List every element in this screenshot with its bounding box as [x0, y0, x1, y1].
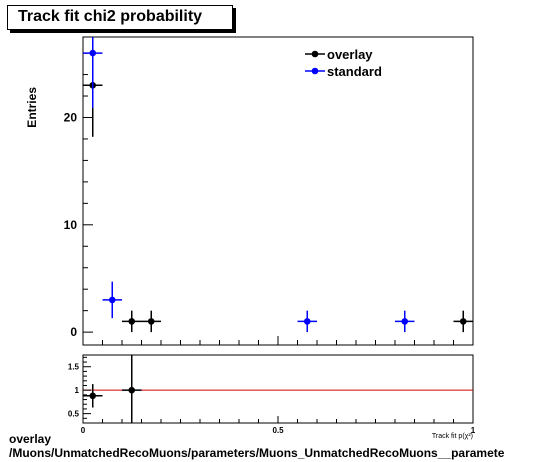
footer-label: overlay	[9, 432, 52, 446]
ratio-y-tick-label: 0.5	[68, 410, 80, 419]
legend-marker-standard	[311, 67, 319, 75]
ratio-point-marker	[128, 386, 136, 394]
chart-title: Track fit chi2 probability	[18, 8, 203, 25]
legend-label-standard: standard	[327, 64, 382, 79]
standard-point-marker	[108, 296, 116, 304]
y-axis-title: Entries	[25, 87, 39, 128]
x-tick-label: 0.5	[272, 426, 284, 435]
ratio-point-marker	[89, 392, 97, 400]
footer-path: /Muons/UnmatchedRecoMuons/parameters/Muo…	[9, 446, 505, 460]
legend-marker-overlay	[311, 50, 319, 58]
main-plot-frame	[82, 36, 474, 346]
ratio-plot-frame	[82, 354, 474, 424]
ratio-y-tick-label: 1	[75, 386, 80, 395]
ratio-y-tick-label: 1.5	[68, 363, 80, 372]
overlay-point-marker	[459, 318, 467, 325]
y-tick-label: 20	[64, 110, 78, 124]
overlay-point-marker	[128, 318, 136, 325]
standard-point-marker	[89, 49, 97, 57]
legend: overlay standard	[305, 47, 382, 79]
legend-label-overlay: overlay	[327, 47, 373, 62]
overlay-point-marker	[147, 318, 155, 325]
x-tick-label: 1	[471, 426, 476, 435]
x-tick-label: 0	[81, 426, 86, 435]
y-tick-label: 10	[64, 218, 78, 232]
chart-title-box: Track fit chi2 probability	[7, 5, 233, 30]
standard-point-marker	[401, 318, 409, 325]
main-plot: 0 10 20 Entries	[25, 37, 474, 345]
x-axis-title: Track fit p(χ²)	[432, 433, 473, 440]
y-tick-label: 0	[70, 325, 77, 339]
standard-point-marker	[303, 318, 311, 325]
